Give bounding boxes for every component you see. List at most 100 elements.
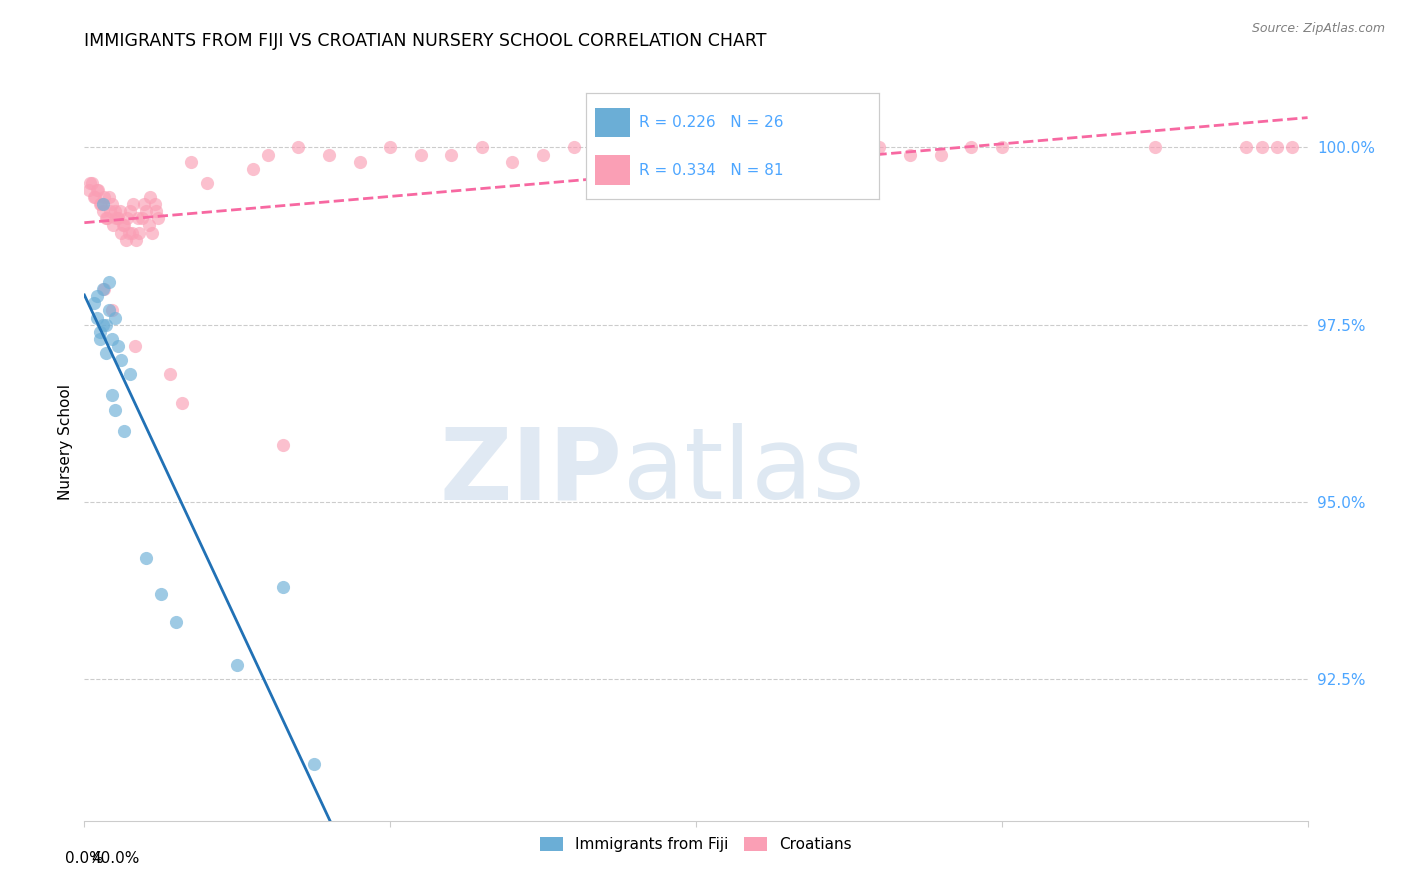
Point <box>471 140 494 154</box>
Point <box>226 657 249 672</box>
Point <box>898 147 921 161</box>
Point <box>654 147 676 161</box>
Point <box>145 204 167 219</box>
Point <box>111 219 134 233</box>
Point <box>624 140 647 154</box>
Point <box>91 197 114 211</box>
Text: atlas: atlas <box>623 424 865 520</box>
Point <box>89 197 111 211</box>
Point <box>89 325 111 339</box>
Point <box>747 140 769 154</box>
Point <box>96 211 118 226</box>
Point <box>101 388 124 402</box>
Point <box>120 368 142 382</box>
Point <box>257 147 280 161</box>
Point <box>122 197 145 211</box>
Point <box>138 219 160 233</box>
Point <box>103 219 125 233</box>
Point <box>502 154 524 169</box>
Point <box>94 318 117 332</box>
Text: Source: ZipAtlas.com: Source: ZipAtlas.com <box>1251 22 1385 36</box>
Point <box>101 332 124 346</box>
Point <box>807 140 830 154</box>
Point <box>94 211 117 226</box>
Point <box>97 303 120 318</box>
Point <box>104 402 127 417</box>
Point <box>110 226 132 240</box>
Point <box>107 211 129 226</box>
Point <box>302 756 325 771</box>
Text: ZIP: ZIP <box>440 424 623 520</box>
Point <box>440 147 463 161</box>
Point <box>101 303 124 318</box>
Point <box>132 197 155 211</box>
Point <box>114 233 136 247</box>
Point <box>409 147 432 161</box>
Point <box>349 154 371 169</box>
Point <box>141 226 163 240</box>
Point <box>101 197 124 211</box>
Point <box>139 190 162 204</box>
Point <box>143 197 166 211</box>
Point <box>97 275 120 289</box>
Point <box>91 318 114 332</box>
Point <box>685 140 707 154</box>
Point <box>91 282 114 296</box>
Point <box>128 226 150 240</box>
Point <box>1281 140 1303 154</box>
Point <box>83 190 105 204</box>
Point <box>98 204 121 219</box>
Point <box>83 296 105 310</box>
Point <box>115 211 138 226</box>
Point <box>93 190 115 204</box>
Point <box>80 176 103 190</box>
Point <box>93 282 115 296</box>
Point <box>135 551 157 566</box>
Point <box>271 580 294 594</box>
Legend: Immigrants from Fiji, Croatians: Immigrants from Fiji, Croatians <box>534 831 858 858</box>
Point <box>124 339 146 353</box>
Point <box>112 219 135 233</box>
Point <box>110 353 132 368</box>
Point <box>776 147 799 161</box>
Point <box>531 147 554 161</box>
Point <box>105 211 128 226</box>
Point <box>127 211 149 226</box>
Point <box>77 183 100 197</box>
Point <box>120 204 142 219</box>
Point <box>131 211 153 226</box>
Point <box>104 204 127 219</box>
Point <box>242 161 264 176</box>
Point <box>1143 140 1166 154</box>
Point <box>86 310 108 325</box>
Point <box>108 204 131 219</box>
Point <box>195 176 218 190</box>
Point <box>165 615 187 630</box>
Point <box>86 183 108 197</box>
Point <box>118 226 141 240</box>
Point <box>87 183 110 197</box>
Point <box>172 395 194 409</box>
Point <box>1265 140 1288 154</box>
Text: 40.0%: 40.0% <box>91 851 139 866</box>
Point <box>180 154 202 169</box>
Point <box>287 140 309 154</box>
Text: IMMIGRANTS FROM FIJI VS CROATIAN NURSERY SCHOOL CORRELATION CHART: IMMIGRANTS FROM FIJI VS CROATIAN NURSERY… <box>84 32 766 50</box>
Point <box>869 140 891 154</box>
Point <box>125 233 148 247</box>
Point <box>1250 140 1272 154</box>
Point <box>86 289 108 303</box>
Point <box>91 204 114 219</box>
Y-axis label: Nursery School: Nursery School <box>58 384 73 500</box>
Point <box>90 197 112 211</box>
Point <box>593 154 616 169</box>
Point <box>89 332 111 346</box>
Point <box>929 147 952 161</box>
Point <box>107 339 129 353</box>
Point <box>112 424 135 438</box>
Point <box>97 190 120 204</box>
Point <box>79 176 101 190</box>
Point <box>991 140 1014 154</box>
Point <box>104 310 127 325</box>
Point <box>716 147 738 161</box>
